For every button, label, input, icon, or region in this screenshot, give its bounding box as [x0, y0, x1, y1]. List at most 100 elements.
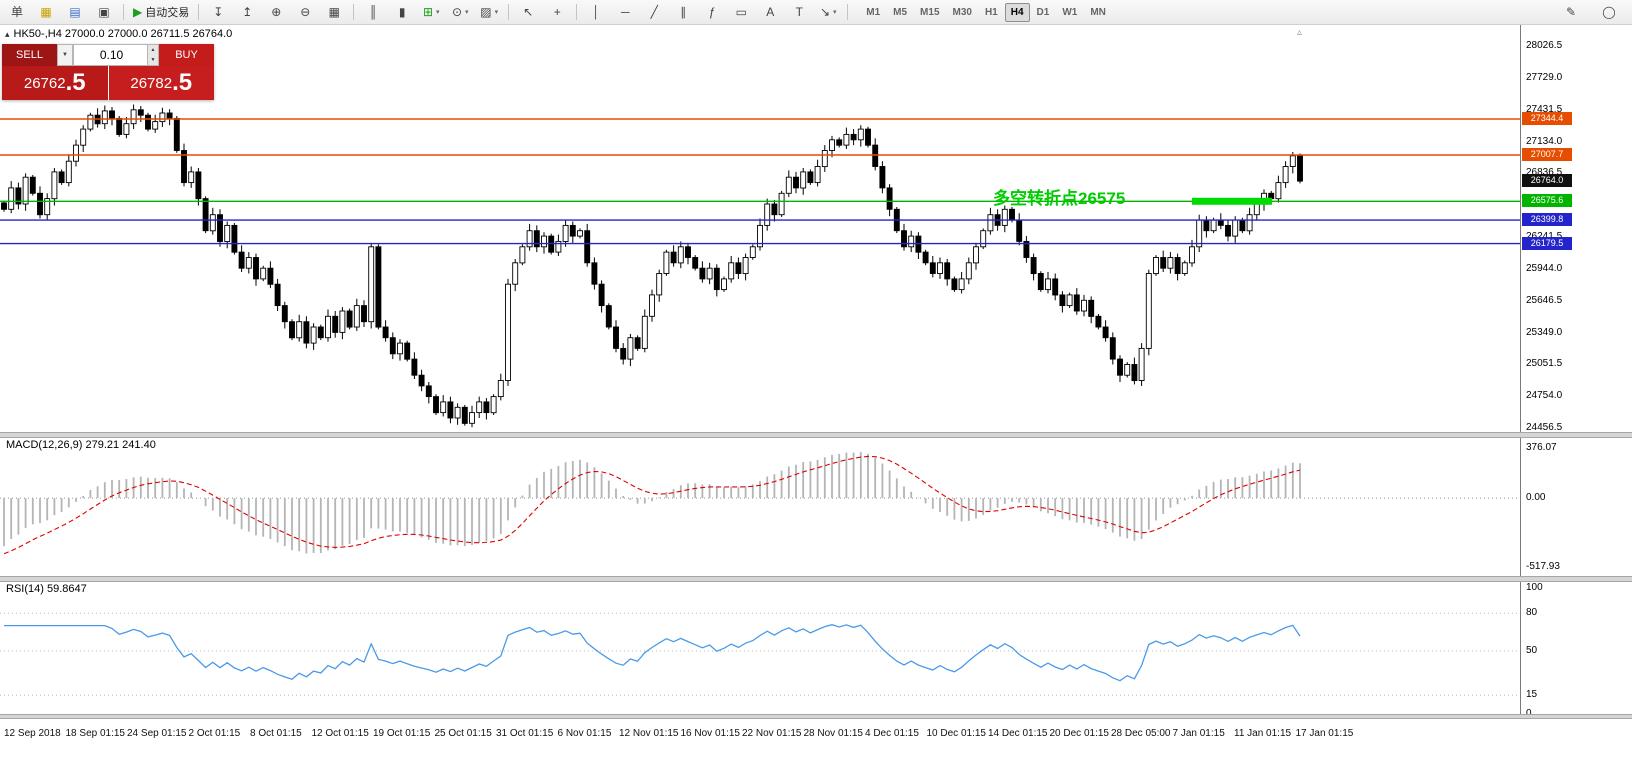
toolbar-separator — [576, 4, 578, 20]
timeframe-h1-button[interactable]: H1 — [984, 6, 998, 18]
horizontal-line-icon-glyph: ─ — [620, 5, 630, 19]
panel-separator[interactable] — [0, 714, 1632, 719]
status-icon[interactable]: ◯ — [1602, 5, 1616, 19]
timeframe-mn-button[interactable]: MN — [1090, 6, 1106, 18]
cursor-icon-glyph: ↖ — [523, 5, 534, 19]
vertical-line-icon-glyph: │ — [592, 5, 600, 19]
trendline-icon[interactable]: ╱ — [640, 1, 668, 23]
volume-down-button[interactable]: ▼ — [147, 55, 158, 65]
rsi-canvas — [0, 580, 1520, 714]
new-chart-dropdown-glyph: ⊞ — [422, 5, 433, 19]
time-axis-label: 14 Dec 01:15 — [988, 728, 1048, 739]
new-chart-dropdown-caret-icon[interactable]: ▾ — [436, 9, 440, 16]
price-axis-label: 25349.0 — [1526, 326, 1563, 338]
time-axis-label: 7 Jan 01:15 — [1172, 728, 1225, 739]
chart-upload-icon[interactable]: ↥ — [233, 1, 261, 23]
new-chart-dropdown[interactable]: ⊞ ▾ — [417, 1, 445, 23]
toolbar: 单 ▦ ▤ ▣ ▶ 自动交易 ↧ ↥ ⊕ ⊖ ▦ ║ ▮ ⊞ ▾ ⊙ ▾ ▨ ▾ ↖ + │ ─ ╱ ∥ ƒ ▭ A T ↘ ▾ M1 M5 M… — [0, 0, 1632, 25]
price-level-badge: 26399.8 — [1522, 213, 1572, 227]
volume-input[interactable] — [74, 45, 158, 65]
tile-windows-icon[interactable]: ▦ — [320, 1, 348, 23]
volume-box: ▲ ▼ — [73, 44, 159, 66]
chart-shift-marker[interactable]: ▵ — [1297, 27, 1303, 38]
time-axis-label: 22 Nov 01:15 — [742, 728, 802, 739]
arrows-dropdown-glyph: ↘ — [819, 5, 830, 19]
price-axis-label: 28026.5 — [1526, 40, 1563, 51]
chart-download-icon[interactable]: ↧ — [204, 1, 232, 23]
periods-dropdown-caret-icon[interactable]: ▾ — [465, 9, 469, 16]
macd-panel[interactable]: MACD(12,26,9) 279.21 241.40 — [0, 436, 1520, 576]
text-label-icon-glyph: T — [795, 5, 803, 19]
toolbar-separator — [508, 4, 510, 20]
autotrading-button[interactable]: ▶ 自动交易 — [129, 1, 193, 23]
price-chart-canvas[interactable] — [0, 24, 1520, 432]
panel-separator[interactable] — [0, 576, 1632, 582]
volume-up-button[interactable]: ▲ — [147, 45, 158, 55]
edit-icon[interactable]: ✎ — [1565, 5, 1577, 19]
text-icon[interactable]: A — [756, 1, 784, 23]
panel-separator[interactable] — [0, 432, 1632, 438]
time-axis-label: 2 Oct 01:15 — [188, 728, 241, 739]
time-axis[interactable]: 12 Sep 2018 18 Sep 01:15 24 Sep 01:15 2 Oct… — [0, 717, 1632, 769]
chart-upload-icon-glyph: ↥ — [242, 5, 253, 19]
crosshair-icon[interactable]: + — [543, 1, 571, 23]
shapes-icon[interactable]: ▭ — [727, 1, 755, 23]
time-axis-label: 6 Nov 01:15 — [557, 728, 612, 739]
templates-dropdown-caret-icon[interactable]: ▾ — [494, 9, 499, 16]
arrows-dropdown[interactable]: ↘ ▾ — [814, 1, 842, 23]
order-type-dropdown-icon[interactable]: ▼ — [57, 44, 73, 66]
timeframe-h4-button[interactable]: H4 — [1004, 2, 1030, 22]
cursor-icon[interactable]: ↖ — [514, 1, 542, 23]
buy-button[interactable]: BUY — [159, 44, 214, 66]
ohlc-text: HK50-,H4 27000.0 27000.0 26711.5 26764.0 — [13, 28, 233, 40]
time-axis-label: 4 Dec 01:15 — [865, 728, 919, 739]
timeframe-m15-button[interactable]: M15 — [920, 6, 940, 18]
timeframe-m5-button[interactable]: M5 — [893, 6, 908, 18]
text-label-icon[interactable]: T — [785, 1, 813, 23]
profiles-icon[interactable]: ▤ — [61, 1, 89, 23]
fibonacci-icon-glyph: ƒ — [708, 5, 716, 19]
templates-dropdown[interactable]: ▨ ▾ — [475, 1, 503, 23]
channel-icon-glyph: ∥ — [680, 5, 687, 19]
time-axis-label: 10 Dec 01:15 — [926, 728, 987, 739]
zoom-in-icon[interactable]: ⊕ — [262, 1, 290, 23]
vertical-line-icon[interactable]: │ — [582, 1, 610, 23]
fibonacci-icon[interactable]: ƒ — [698, 1, 726, 23]
pivot-annotation: 多空转折点26575 — [993, 189, 1126, 208]
one-click-collapse-icon[interactable]: ▴ — [5, 28, 10, 39]
bar-chart-icon[interactable]: ║ — [359, 1, 387, 23]
price-axis[interactable]: 28026.527729.027431.527134.026836.526539… — [1520, 24, 1632, 719]
time-axis-label: 31 Oct 01:15 — [496, 728, 554, 739]
zoom-out-icon[interactable]: ⊖ — [291, 1, 319, 23]
one-click-trading-panel: SELL ▼ ▲ ▼ BUY 26762 .5 26782 .5 — [2, 44, 214, 100]
channel-icon[interactable]: ∥ — [669, 1, 697, 23]
buy-price-display[interactable]: 26782 .5 — [108, 66, 214, 100]
data-window-icon[interactable]: ▣ — [90, 1, 118, 23]
periods-dropdown[interactable]: ⊙ ▾ — [446, 1, 474, 23]
sell-price-display[interactable]: 26762 .5 — [2, 66, 108, 100]
sell-button[interactable]: SELL — [2, 44, 57, 66]
timeframe-m30-button[interactable]: M30 — [952, 6, 972, 18]
order-icon[interactable]: 单 — [3, 1, 31, 23]
time-axis-label: 28 Dec 05:00 — [1111, 728, 1171, 739]
price-level-badge: 27007.7 — [1522, 148, 1572, 161]
horizontal-line-icon[interactable]: ─ — [611, 1, 639, 23]
new-chart-icon[interactable]: ▦ — [32, 1, 60, 23]
autotrading-button-label: 自动交易 — [145, 7, 190, 19]
timeframe-m1-button[interactable]: M1 — [866, 6, 881, 18]
candlestick-chart-icon[interactable]: ▮ — [388, 1, 416, 23]
data-window-icon-glyph: ▣ — [98, 5, 110, 19]
trendline-icon-glyph: ╱ — [650, 5, 658, 19]
candlestick-svg — [0, 104, 1520, 428]
timeframe-w1-button[interactable]: W1 — [1062, 6, 1078, 18]
rsi-axis-label: 80 — [1526, 607, 1538, 619]
price-axis-label: 26836.5 — [1526, 167, 1563, 179]
time-axis-label: 25 Oct 01:15 — [434, 728, 492, 739]
timeframe-d1-button[interactable]: D1 — [1036, 6, 1050, 18]
price-chart-panel[interactable]: ▴ HK50-,H4 27000.0 27000.0 26711.5 26764… — [0, 24, 1520, 432]
macd-label: MACD(12,26,9) 279.21 241.40 — [6, 439, 156, 451]
toolbar-separator — [198, 4, 200, 20]
rsi-panel[interactable]: RSI(14) 59.8647 — [0, 580, 1520, 714]
arrows-dropdown-caret-icon[interactable]: ▾ — [833, 9, 837, 16]
rsi-svg — [0, 612, 1520, 696]
